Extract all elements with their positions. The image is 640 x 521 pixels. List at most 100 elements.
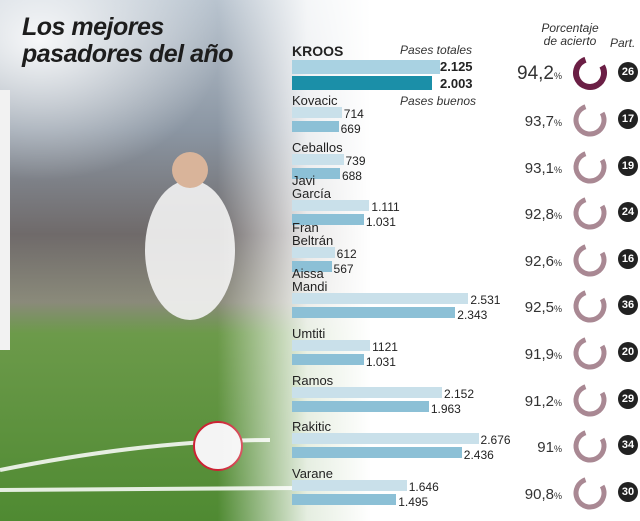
accuracy-unit: % <box>553 444 562 455</box>
accuracy-number: 91,9 <box>524 346 554 363</box>
value-pases-buenos: 2.343 <box>457 308 488 323</box>
player-name: Aissa Mandi <box>292 266 328 295</box>
value-pases-totales: 2.531 <box>470 293 501 308</box>
accuracy-unit: % <box>553 397 562 408</box>
value-pases-buenos: 1.031 <box>365 215 396 230</box>
accuracy-ring <box>573 103 607 137</box>
accuracy-number: 91,2 <box>524 392 554 410</box>
accuracy-number: 93,1 <box>524 159 554 177</box>
value-pases-totales: 2.152 <box>443 386 475 401</box>
bar-pases-totales <box>292 107 342 118</box>
value-pases-buenos: 688 <box>341 168 362 183</box>
player-row: Fran Beltrán 612 567 92,6% 16 <box>292 221 640 283</box>
accuracy-value: 92,8% <box>525 206 562 223</box>
player-row: Aissa Mandi 2.531 2.343 92,5% 36 <box>292 267 640 329</box>
player-row: Varane 1.646 1.495 90,8% 30 <box>292 465 640 516</box>
value-pases-buenos: 2.003 <box>440 76 473 91</box>
accuracy-ring <box>573 429 607 463</box>
games-badge: 20 <box>618 342 638 362</box>
header-pases-buenos: Pases buenos <box>400 94 477 108</box>
player-name: Fran Beltrán <box>292 219 334 248</box>
games-badge: 24 <box>618 202 638 223</box>
value-pases-buenos: 1.031 <box>365 355 396 369</box>
player-name: Umtiti <box>292 326 326 341</box>
accuracy-value: 91% <box>537 439 562 456</box>
bar-pases-buenos <box>292 307 456 319</box>
accuracy-unit: % <box>553 164 562 175</box>
header-porcentaje: Porcentaje de acierto <box>541 21 599 48</box>
bar-pases-totales <box>292 479 407 491</box>
player-name: Ramos <box>292 372 334 388</box>
bar-pases-totales <box>292 200 370 212</box>
bar-pases-buenos <box>292 167 340 179</box>
bar-pases-buenos <box>292 400 429 412</box>
games-badge: 26 <box>618 62 638 82</box>
accuracy-value: 93,7% <box>525 113 562 130</box>
value-pases-buenos: 2.436 <box>463 448 494 463</box>
value-pases-totales: 739 <box>345 153 366 168</box>
games-badge: 16 <box>618 248 638 269</box>
value-pases-buenos: 1.495 <box>398 494 429 509</box>
accuracy-ring <box>573 56 607 90</box>
header-partidos: Part. <box>610 36 636 50</box>
accuracy-unit: % <box>553 71 562 81</box>
games-badge: 36 <box>618 295 638 316</box>
games-badge: 17 <box>618 109 638 129</box>
accuracy-number: 91 <box>537 439 554 457</box>
accuracy-value: 91,9% <box>525 346 562 363</box>
accuracy-unit: % <box>553 118 562 128</box>
bar-pases-buenos <box>292 260 332 272</box>
games-badge: 19 <box>618 155 638 176</box>
player-row: Ramos 2.152 1.963 91,2% 29 <box>292 372 640 423</box>
bar-pases-buenos <box>292 121 339 132</box>
player-row: Rakitic 2.676 2.436 91% 34 <box>292 420 640 469</box>
accuracy-number: 90,8 <box>524 485 554 503</box>
value-pases-buenos: 669 <box>340 122 361 136</box>
accuracy-number: 92,8 <box>524 206 554 224</box>
accuracy-ring <box>573 476 607 510</box>
player-name: KROOS <box>292 43 344 59</box>
chart-title: Los mejores pasadores del año <box>22 13 234 68</box>
header-pases-totales: Pases totales <box>400 43 473 57</box>
value-pases-totales: 612 <box>336 246 357 261</box>
player-row: Kovacic 714 669 93,7% 17 <box>292 93 640 143</box>
player-name: Kovacic <box>292 93 338 108</box>
bar-pases-totales <box>292 60 441 74</box>
player-row: Ceballos 739 688 93,1% 19 <box>292 139 640 190</box>
games-badge: 34 <box>618 435 638 456</box>
player-name: Varane <box>292 465 333 481</box>
games-badge: 29 <box>618 388 638 409</box>
bar-pases-totales <box>292 386 442 398</box>
bar-pases-totales <box>292 153 344 165</box>
games-badge: 30 <box>618 481 638 502</box>
player-row: KROOS 2.125 2.003 94,2% 26 <box>292 44 640 96</box>
accuracy-value: 90,8% <box>525 486 562 503</box>
accuracy-ring <box>573 150 607 184</box>
bar-pases-totales <box>292 433 479 445</box>
bar-pases-buenos <box>292 76 432 90</box>
accuracy-value: 92,6% <box>525 253 562 270</box>
value-pases-totales: 1.111 <box>371 200 400 215</box>
accuracy-ring <box>573 383 607 417</box>
accuracy-number: 92,5 <box>524 299 554 317</box>
bar-pases-totales <box>292 340 371 351</box>
player-row: Umtiti 1121 1.031 91,9% 20 <box>292 326 640 376</box>
value-pases-buenos: 567 <box>333 261 354 276</box>
bar-pases-buenos <box>292 447 462 459</box>
accuracy-value: 93,1% <box>525 160 562 177</box>
accuracy-number: 94,2 <box>517 63 554 84</box>
accuracy-value: 92,5% <box>525 299 562 316</box>
value-pases-totales: 1121 <box>372 340 398 354</box>
accuracy-ring <box>573 196 607 230</box>
player-name: Ceballos <box>292 139 343 155</box>
accuracy-unit: % <box>553 490 562 501</box>
value-pases-totales: 1.646 <box>408 479 439 494</box>
value-pases-totales: 2.676 <box>480 433 511 448</box>
accuracy-ring <box>573 289 607 323</box>
bar-pases-buenos <box>292 214 364 226</box>
value-pases-totales: 2.125 <box>440 59 473 74</box>
accuracy-ring <box>573 336 607 370</box>
accuracy-unit: % <box>553 257 562 268</box>
bar-pases-buenos <box>292 493 397 505</box>
player-row: Javi García 1.111 1.031 92,8% 24 <box>292 174 640 236</box>
